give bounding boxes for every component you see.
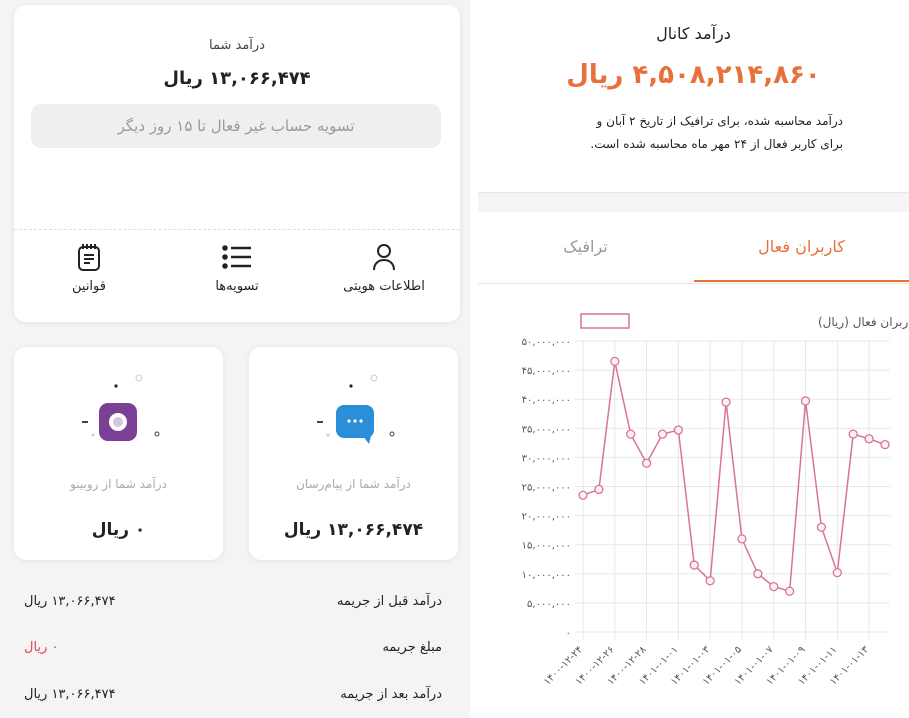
separator-band [478,192,909,212]
channel-description: درآمد محاسبه شده، برای ترافیک از تاریخ ۲… [538,110,843,156]
summary-label: درآمد قبل از جریمه [336,593,442,609]
data-point [689,560,699,570]
data-point [832,567,842,578]
tab-divider [478,283,909,284]
messenger-bubble-icon [317,374,395,444]
identity-info-button[interactable]: اطلاعات هویتی [329,243,439,294]
settlements-label: تسویه‌ها [215,279,259,294]
settlements-button[interactable]: تسویه‌ها [182,243,292,294]
data-point [641,458,652,468]
y-tick-label: ۱۵,۰۰۰,۰۰۰ [522,541,571,552]
settle-notice: تسویه حساب غیر فعال تا ۱۵ روز دیگر [31,104,441,148]
summary-value: ۱۳,۰۶۶,۴۷۴ ریال [24,686,116,702]
rubino-camera-icon [82,374,160,441]
data-point [737,534,747,544]
list-icon [222,245,251,269]
y-tick-label: ۵۰,۰۰۰,۰۰۰ [522,337,571,348]
tab-traffic[interactable]: ترافیک [563,237,608,256]
data-point [769,581,779,592]
rubino-income-title: درآمد شما از روبینو [70,477,167,491]
earnings-panel: درآمد شما ۱۳,۰۶۶,۴۷۴ ریال تسویه حساب غیر… [0,0,470,718]
channel-income-panel: درآمد کانال ۴,۵۰۸,۲۱۴,۸۶۰ ریال درآمد محا… [478,0,909,718]
summary-label: درآمد بعد از جریمه [340,686,442,702]
data-point [610,356,620,367]
summary-label: مبلغ جریمه [382,639,442,655]
user-icon [373,244,395,271]
identity-info-label: اطلاعات هویتی [343,279,425,294]
description-line: درآمد محاسبه شده، برای ترافیک از تاریخ ۲… [596,114,843,128]
income-card: درآمد شما ۱۳,۰۶۶,۴۷۴ ریال تسویه حساب غیر… [14,5,460,322]
summary-value: ۰ ریال [24,639,59,655]
data-point [753,569,763,579]
channel-amount: ۴,۵۰۸,۲۱۴,۸۶۰ ریال [566,60,821,90]
rubino-income-card: درآمد شما از روبینو ۰ ریال [14,347,223,560]
y-tick-label: ۳۵,۰۰۰,۰۰۰ [522,424,571,435]
data-point [705,576,715,586]
channel-title: درآمد کانال [656,24,731,43]
summary-row: درآمد بعد از جریمه ۱۳,۰۶۶,۴۷۴ ریال [24,679,442,709]
notepad-icon [78,244,100,271]
data-point [626,429,636,439]
data-point [594,484,604,495]
y-tick-label: ۱۰,۰۰۰,۰۰۰ [522,570,571,581]
data-point [816,522,827,532]
y-tick-label: ۲۰,۰۰۰,۰۰۰ [522,512,571,523]
y-tick-label: ۴۵,۰۰۰,۰۰۰ [522,366,571,377]
data-point [848,429,858,439]
rules-button[interactable]: قوانین [34,243,144,294]
data-point [784,586,795,596]
data-point [800,396,811,406]
tab-active-users[interactable]: کاربران فعال [694,212,909,282]
description-line: برای کاربر فعال از ۲۴ مهر ماه محاسبه شده… [590,137,843,151]
summary-row: درآمد قبل از جریمه ۱۳,۰۶۶,۴۷۴ ریال [24,586,442,616]
messenger-income-card: درآمد شما از پیام‌رسان ۱۳,۰۶۶,۴۷۴ ریال [249,347,458,560]
summary-value: ۱۳,۰۶۶,۴۷۴ ریال [24,593,116,609]
summary-row: مبلغ جریمه ۰ ریال [24,632,442,662]
legend-swatch [580,313,630,329]
daily-income-chart: ۵۰,۰۰۰,۰۰۰ ۴۵,۰۰۰,۰۰۰ ۴۰,۰۰۰,۰۰۰ ۳۵,۰۰۰,۰۰۰… [522,313,909,688]
messenger-income-amount: ۱۳,۰۶۶,۴۷۴ ریال [283,520,424,540]
series-line [582,361,886,593]
data-point [657,429,668,439]
rubino-income-amount: ۰ ریال [91,520,146,540]
legend-label: درآمد روزانه کاربران فعال (ریال) [818,314,909,330]
income-title: درآمد شما [209,38,265,53]
y-tick-label: ۵,۰۰۰,۰۰۰ [527,599,571,610]
y-tick-label: ۰ [566,628,571,639]
rules-label: قوانین [72,279,106,294]
y-tick-label: ۴۰,۰۰۰,۰۰۰ [522,395,571,406]
income-amount: ۱۳,۰۶۶,۴۷۴ ریال [163,68,311,89]
data-point [864,434,874,444]
divider [14,229,460,230]
data-point [673,425,684,435]
data-point [578,490,588,500]
y-tick-label: ۳۰,۰۰۰,۰۰۰ [522,453,571,464]
data-point [880,439,890,450]
data-point [721,397,731,407]
messenger-income-title: درآمد شما از پیام‌رسان [296,477,411,491]
y-tick-label: ۲۵,۰۰۰,۰۰۰ [522,483,571,494]
